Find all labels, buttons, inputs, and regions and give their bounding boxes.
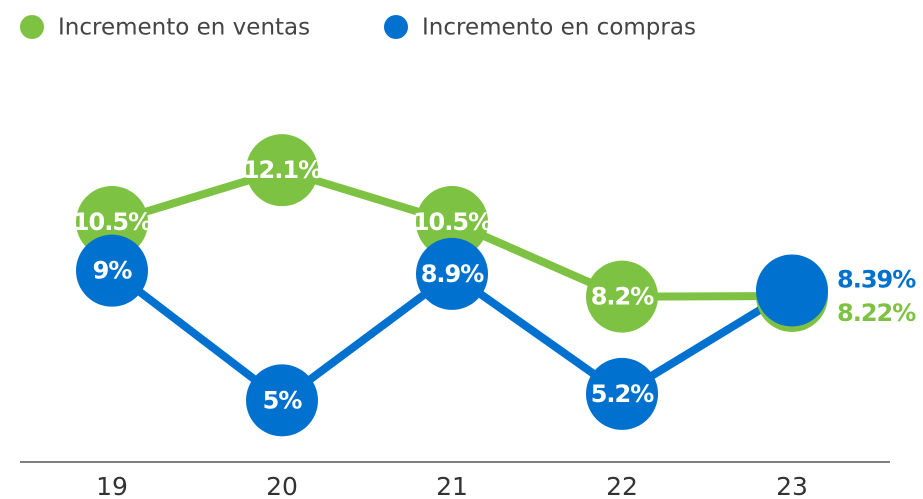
point (246, 364, 318, 437)
point (416, 237, 488, 310)
legend-marker (384, 15, 408, 39)
x-tick-label: 19 (96, 472, 128, 499)
legend-label: Incremento en compras (422, 15, 696, 41)
value-label: 8.9% (421, 260, 485, 288)
value-label: 10.5% (413, 208, 492, 236)
point (586, 357, 658, 430)
point (76, 234, 148, 307)
x-tick-label: 21 (436, 472, 468, 499)
x-tick-label: 23 (776, 472, 808, 499)
x-tick-label: 22 (606, 472, 638, 499)
point (586, 260, 658, 333)
value-label: 8.2% (591, 283, 655, 311)
value-label: 8.39% (837, 265, 916, 293)
point (756, 254, 828, 327)
legend-label: Incremento en ventas (58, 15, 310, 41)
point (246, 134, 318, 207)
legend-marker (20, 15, 44, 39)
value-label: 5% (263, 386, 303, 414)
value-label: 12.1% (243, 156, 322, 184)
value-label: 8.22% (837, 299, 916, 327)
value-label: 5.2% (591, 380, 655, 408)
value-label: 9% (93, 257, 133, 285)
value-label: 10.5% (73, 208, 152, 236)
point (416, 186, 488, 259)
x-tick-label: 20 (266, 472, 298, 499)
